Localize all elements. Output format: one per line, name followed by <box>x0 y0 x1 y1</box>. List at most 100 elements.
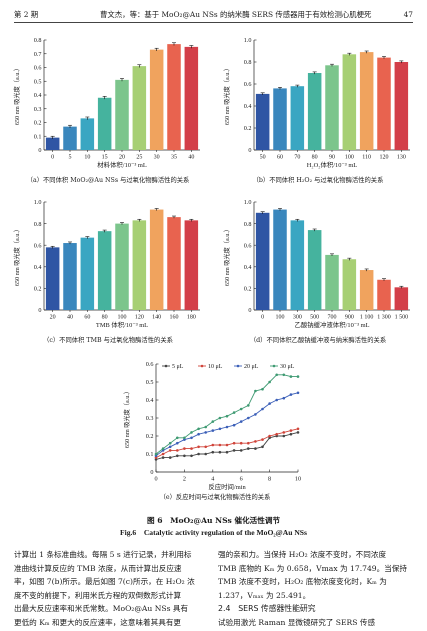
page-header: 第 2 期 曹文杰，等：基于 MoO₂@Au NSs 的纳米酶 SERS 传感器… <box>0 0 427 28</box>
bar <box>394 287 409 310</box>
bar <box>273 209 287 310</box>
data-point <box>211 429 215 432</box>
data-point <box>261 445 264 449</box>
x-tick-label: 0 <box>154 476 157 483</box>
data-point <box>275 373 278 377</box>
data-point <box>154 458 158 461</box>
data-point <box>282 431 286 434</box>
data-point <box>161 449 165 452</box>
x-tick-label: 20 <box>119 155 125 161</box>
bar <box>167 44 181 150</box>
y-axis-label: 650 nm 吸光度（a.u.） <box>13 226 21 286</box>
legend-label: 20 μL <box>244 364 259 370</box>
bar <box>97 231 112 310</box>
running-title: 曹文杰，等：基于 MoO₂@Au NSs 的纳米酶 SERS 传感器用于有效检测… <box>100 10 372 19</box>
data-point <box>176 454 179 458</box>
data-point <box>254 389 257 393</box>
data-point <box>282 373 286 377</box>
y-tick-label: 0.3 <box>34 106 42 113</box>
body-line: 准曲线计算反应的 TMB 浓度，从而计算出反应速 <box>14 563 182 573</box>
x-tick-label: 900 <box>345 315 354 321</box>
body-line: 试验用激光 Raman 显微镜研究了 SERS 传感 <box>218 617 376 627</box>
y-tick-label: 0.4 <box>34 92 42 99</box>
data-point <box>161 456 165 459</box>
issue-number: 第 2 期 <box>14 10 39 19</box>
data-point <box>282 434 286 438</box>
data-point <box>254 447 257 450</box>
bar <box>342 54 357 150</box>
y-tick-label: 0.6 <box>146 361 154 368</box>
data-point <box>190 454 193 458</box>
data-point <box>176 436 179 440</box>
y-axis-label: 650 nm 吸光度（a.u.） <box>223 65 231 125</box>
x-tick-label: 1 500 <box>395 315 409 321</box>
data-point <box>247 404 250 407</box>
x-tick-label: 160 <box>170 315 179 321</box>
y-tick-label: 0.5 <box>146 379 154 386</box>
x-axis-label: 乙酸钠缓冲液体积/10⁻³ mL <box>294 320 369 329</box>
y-tick-label: 0.2 <box>244 286 252 293</box>
bar <box>167 217 181 310</box>
bar <box>359 270 374 310</box>
x-tick-label: 50 <box>260 155 266 161</box>
bar <box>115 223 129 310</box>
y-tick-label: 0 <box>150 469 153 476</box>
data-point <box>161 447 165 450</box>
x-tick-label: 180 <box>187 315 196 321</box>
y-axis-label: 650 nm 吸光度（a.u.） <box>123 388 131 448</box>
y-tick-label: 0.2 <box>244 125 252 132</box>
data-point <box>176 441 179 445</box>
data-point <box>154 456 158 459</box>
data-point <box>254 413 257 416</box>
data-point <box>183 454 186 458</box>
x-axis-label: TMB 体积/10⁻³ mL <box>96 320 148 329</box>
x-tick-label: 90 <box>329 155 335 161</box>
y-tick-label: 0.3 <box>146 415 154 422</box>
x-tick-label: 80 <box>312 155 318 161</box>
header-rule <box>14 22 413 23</box>
body-column-right: 强的亲和力。当保持 H₂O₂ 浓度不变时，不同浓度 TMB 底物的 Kₘ 为 0… <box>218 548 414 630</box>
data-point <box>232 441 236 445</box>
bar <box>80 237 95 310</box>
bar <box>132 220 147 310</box>
bar <box>149 209 164 310</box>
data-point <box>190 447 193 450</box>
y-axis-label: 650 nm 吸光度（a.u.） <box>13 65 21 125</box>
y-axis-label: 650 nm 吸光度（a.u.） <box>223 226 231 286</box>
data-point <box>268 380 271 384</box>
chart-c: 0 0.2 0.4 0.6 0.8 1.0 650 nm 吸光度（a.u.） TMB 体积/1… <box>13 199 200 329</box>
data-point <box>268 436 271 440</box>
y-tick-label: 0.4 <box>34 264 42 271</box>
data-point <box>232 449 236 452</box>
data-point <box>176 449 179 452</box>
bar <box>342 259 357 310</box>
bar <box>115 79 129 150</box>
figure-caption-en: Fig.6 Catalytic activity regulation of t… <box>119 528 307 537</box>
data-point <box>289 429 293 432</box>
data-point <box>168 449 172 452</box>
data-point <box>296 375 300 378</box>
x-tick-label: 10 <box>84 155 90 161</box>
body-line: 强的亲和力。当保持 H₂O₂ 浓度不变时，不同浓度 <box>218 550 387 559</box>
caption-c: （c）不同体积 TMB 与过氧化物酶活性的关系 <box>43 337 173 344</box>
y-tick-label: 0 <box>248 307 251 314</box>
data-point <box>168 445 172 449</box>
y-tick-label: 0.4 <box>244 103 252 110</box>
x-tick-label: 300 <box>293 315 302 321</box>
x-tick-label: 6 <box>240 476 243 483</box>
x-tick-label: 0 <box>51 155 54 161</box>
data-point <box>261 407 264 411</box>
x-tick-label: 100 <box>345 155 354 161</box>
data-point <box>268 434 271 438</box>
section-heading: 2.4 SERS 传感器性能研究 <box>218 604 316 614</box>
bar <box>325 65 339 150</box>
data-point <box>275 432 278 436</box>
legend-label: 5 μL <box>172 364 184 370</box>
y-tick-label: 0 <box>38 307 41 314</box>
caption-b: （b）不同体积 H₂O₂ 与过氧化物酶活性的关系 <box>252 177 384 184</box>
y-tick-label: 0.8 <box>34 37 42 44</box>
data-point <box>239 441 243 445</box>
chart-a: 0 0.1 0.2 0.3 0.4 0.5 0.6 0.7 0.8 650 nm 吸光度（a.u.… <box>13 37 200 169</box>
data-point <box>218 427 222 431</box>
bar <box>377 279 391 310</box>
